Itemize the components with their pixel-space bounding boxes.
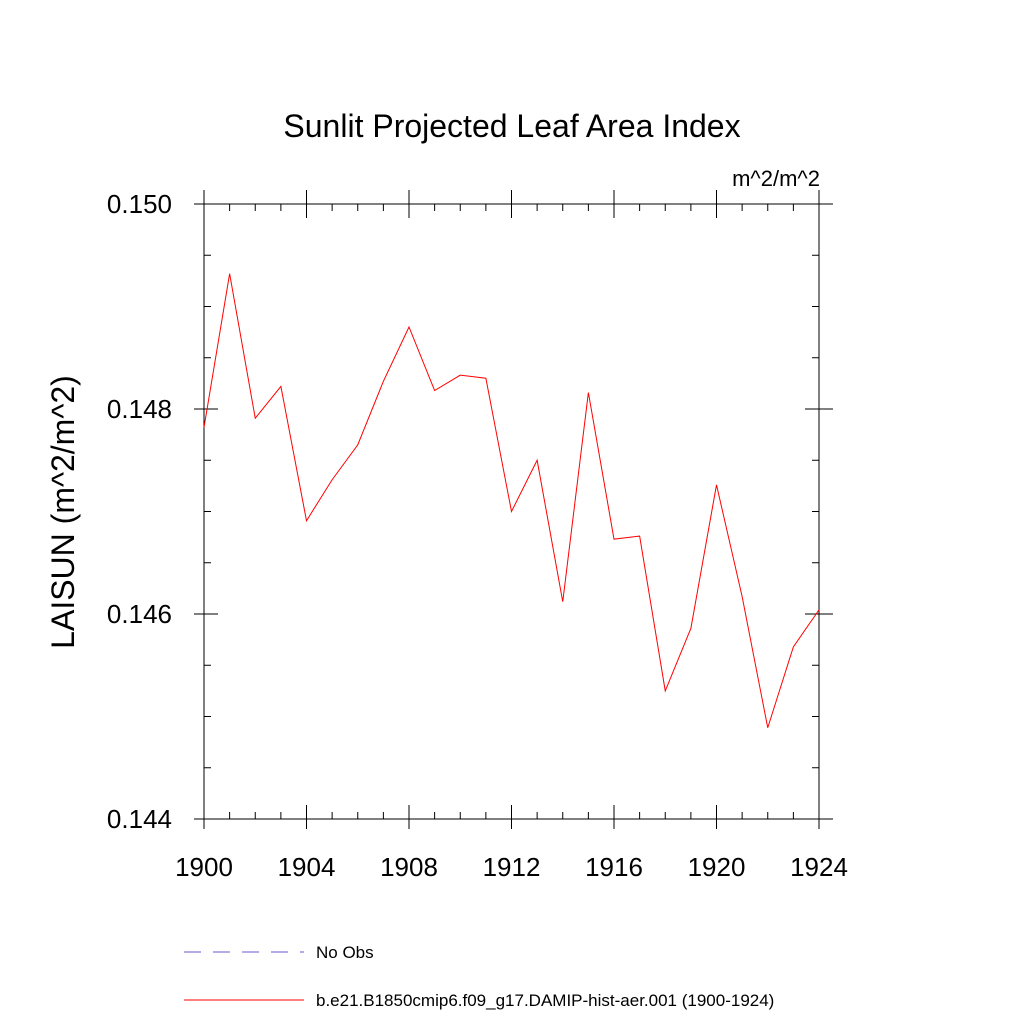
x-tick-label: 1900 — [175, 852, 233, 882]
x-tick-label: 1904 — [278, 852, 336, 882]
y-axis-ticks: 0.144 0.146 0.148 0.150 — [107, 189, 833, 834]
y-tick-label: 0.146 — [107, 599, 172, 629]
chart-title: Sunlit Projected Leaf Area Index — [283, 108, 740, 144]
x-tick-label: 1908 — [380, 852, 438, 882]
x-axis-ticks: 1900 1904 1908 1912 1916 1920 1924 — [175, 190, 848, 882]
x-tick-label: 1924 — [790, 852, 848, 882]
y-minor-ticks — [204, 254, 819, 769]
x-tick-label: 1920 — [688, 852, 746, 882]
series-group — [203, 273, 820, 728]
x-tick-label: 1916 — [585, 852, 643, 882]
legend-label: b.e21.B1850cmip6.f09_g17.DAMIP-hist-aer.… — [316, 991, 774, 1010]
y-tick-label: 0.144 — [107, 804, 172, 834]
x-tick-label: 1912 — [483, 852, 541, 882]
units-label: m^2/m^2 — [732, 166, 820, 191]
series-line — [203, 273, 820, 728]
y-tick-label: 0.148 — [107, 394, 172, 424]
legend: No Obs b.e21.B1850cmip6.f09_g17.DAMIP-his… — [184, 943, 774, 1010]
legend-label: No Obs — [316, 943, 374, 962]
y-tick-label: 0.150 — [107, 189, 172, 219]
y-axis-label: LAISUN (m^2/m^2) — [45, 375, 81, 649]
